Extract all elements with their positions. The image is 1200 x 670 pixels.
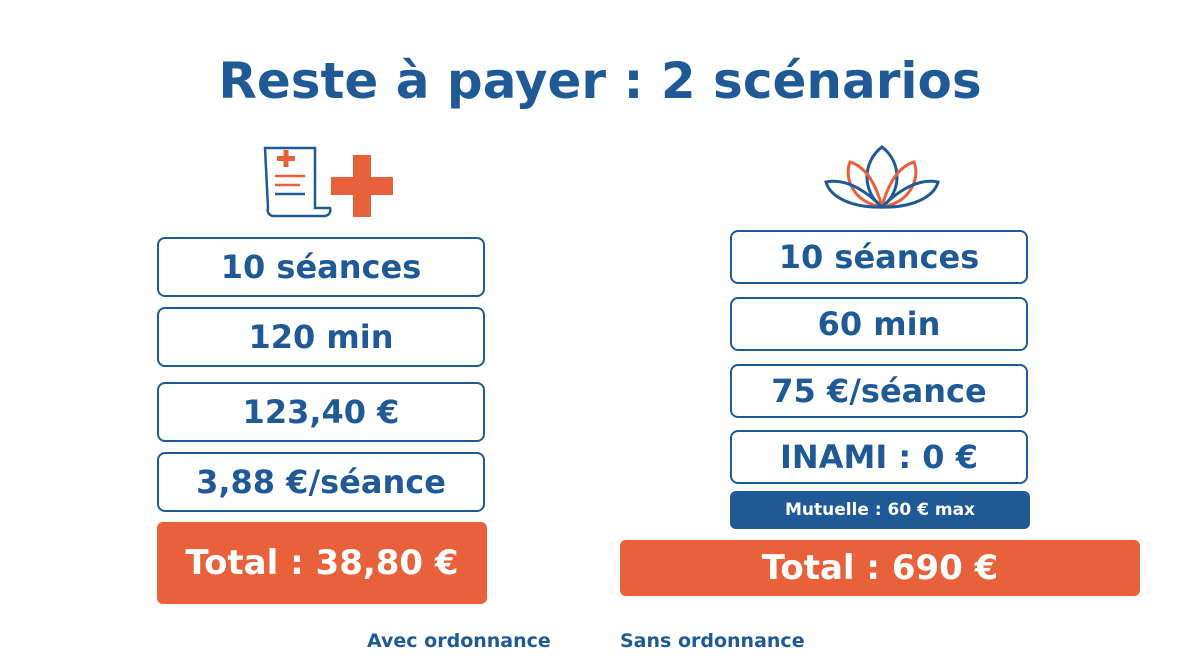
item-box: 120 min	[157, 307, 485, 367]
caption: Avec ordonnance	[367, 630, 551, 652]
note-badge: Mutuelle : 60 € max	[730, 491, 1030, 529]
item-box: 75 €/séance	[730, 364, 1028, 418]
total-box: Total : 38,80 €	[157, 522, 487, 604]
item-box: 60 min	[730, 297, 1028, 351]
item-box: 123,40 €	[157, 382, 485, 442]
item-box: 10 séances	[730, 230, 1028, 284]
total-box: Total : 690 €	[620, 540, 1140, 596]
lotus-icon	[824, 145, 940, 209]
item-box: INAMI : 0 €	[730, 430, 1028, 484]
title: Reste à payer : 2 scénarios	[218, 52, 982, 110]
caption: Sans ordonnance	[620, 630, 805, 652]
item-box: 3,88 €/séance	[157, 452, 485, 512]
item-box: 10 séances	[157, 237, 485, 297]
prescription-icon	[263, 146, 393, 218]
